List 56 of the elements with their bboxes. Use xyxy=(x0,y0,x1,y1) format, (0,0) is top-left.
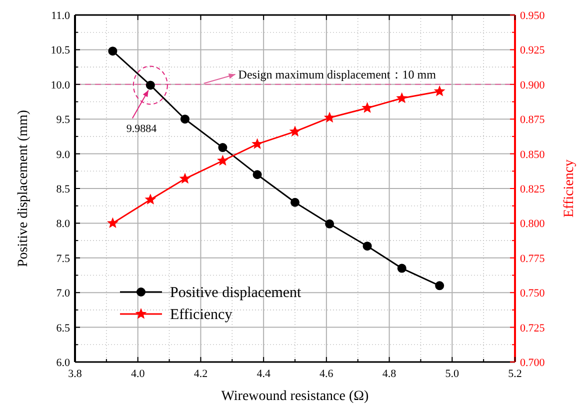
y2-tick-label: 0.850 xyxy=(520,148,546,161)
y-tick-label: 11.0 xyxy=(51,10,70,22)
y-tick-label: 9.0 xyxy=(56,148,70,161)
y2-tick-label: 0.925 xyxy=(520,44,546,57)
point xyxy=(108,46,118,56)
x-tick-label: 4.0 xyxy=(130,368,146,380)
x-tick-label: 3.8 xyxy=(68,368,82,380)
y-tick-label: 6.5 xyxy=(56,322,70,334)
y-tick-label: 8.5 xyxy=(56,184,70,196)
y2-tick-label: 0.750 xyxy=(520,288,546,300)
x-tick-label: 4.2 xyxy=(194,368,208,380)
point xyxy=(324,112,336,123)
point xyxy=(289,126,301,136)
x-axis-title: Wirewound resistance (Ω) xyxy=(221,389,370,404)
y2-tick-label: 0.950 xyxy=(520,10,546,22)
y-tick-label: 6.0 xyxy=(56,357,70,369)
point xyxy=(290,198,300,207)
y2-tick-label: 0.700 xyxy=(520,357,546,369)
y-tick-label: 8.0 xyxy=(56,218,70,230)
y-tick-label: 7.5 xyxy=(56,252,70,265)
point xyxy=(397,264,406,273)
x-tick-label: 4.4 xyxy=(256,368,271,380)
y2-tick-label: 0.725 xyxy=(520,322,546,334)
x-tick-label: 4.8 xyxy=(382,368,397,380)
legend-label: Efficiency xyxy=(170,307,233,323)
y2-axis-title: Efficiency xyxy=(562,159,577,218)
annotation: 9.9884 xyxy=(126,123,158,136)
point xyxy=(325,219,334,228)
point xyxy=(362,242,372,251)
point xyxy=(107,217,118,228)
y-tick-label: 7.0 xyxy=(56,288,70,300)
point xyxy=(218,143,228,152)
point xyxy=(434,85,446,96)
y-tick-label: 10.5 xyxy=(50,44,70,57)
legend-label: Positive displacement xyxy=(170,285,302,301)
x-tick-label: 4.6 xyxy=(320,368,334,380)
point xyxy=(144,194,156,204)
y2-tick-label: 0.800 xyxy=(520,218,546,230)
y-tick-label: 9.5 xyxy=(56,114,70,126)
x-tick-label: 5.2 xyxy=(508,368,522,380)
point xyxy=(217,154,228,166)
point xyxy=(396,92,408,104)
y-axis-title: Positive displacement (mm) xyxy=(16,110,31,268)
y2-tick-label: 0.900 xyxy=(520,79,546,92)
y2-tick-label: 0.875 xyxy=(520,114,546,126)
x-tick-label: 5.0 xyxy=(445,368,460,380)
ref-line-label: Design maximum displacement：10 mm xyxy=(238,67,437,82)
point xyxy=(252,170,262,180)
y-tick-label: 10.0 xyxy=(50,79,70,92)
y2-tick-label: 0.825 xyxy=(520,184,546,196)
point xyxy=(435,281,444,290)
point xyxy=(252,138,263,149)
point xyxy=(362,102,373,113)
y2-tick-label: 0.775 xyxy=(520,252,546,265)
point xyxy=(180,114,190,124)
point xyxy=(179,172,191,184)
